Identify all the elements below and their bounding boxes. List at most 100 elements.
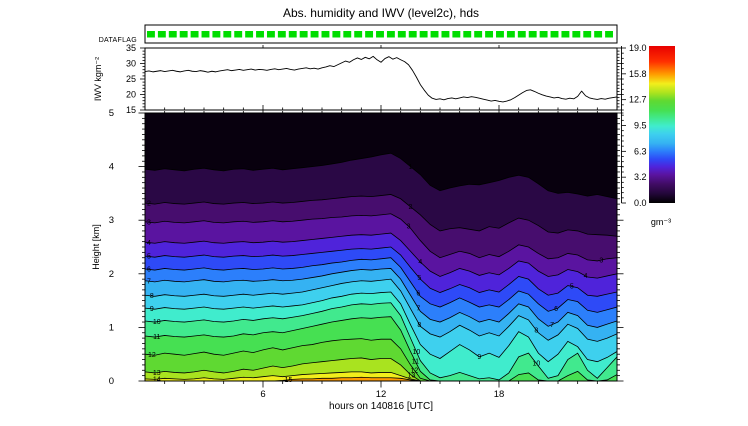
height-y-tick-label: 5 [109, 108, 114, 119]
contour-isoline-7 [145, 268, 617, 328]
colorbar-tick-label: 19.0 [629, 43, 647, 53]
iwv-series-line [144, 55, 618, 103]
contour-level-label: 3 [147, 219, 151, 226]
dataflag-mark [496, 31, 504, 38]
height-y-axis-label: Height [km] [91, 224, 101, 270]
contour-fill-bands [145, 113, 617, 381]
contour-level-label: 5 [147, 254, 151, 261]
contour-level-label: 9 [150, 306, 154, 313]
colorbar-tick-label: 9.5 [634, 121, 647, 131]
contour-isoline-14 [145, 371, 421, 381]
dataflag-mark [190, 31, 199, 38]
dataflag-mark [430, 31, 439, 38]
contour-isoline-9 [145, 291, 617, 363]
dataflag-mark [397, 31, 406, 38]
contour-isoline-10 [145, 302, 617, 381]
contour-isoline-3 [145, 213, 617, 262]
dataflag-mark [539, 31, 548, 38]
x-axis-label: hours on 140816 [UTC] [329, 401, 433, 412]
contour-level-label: 2 [409, 204, 413, 211]
dataflag-mark [376, 31, 384, 38]
contour-band-15 [145, 377, 617, 381]
contour-band-14 [145, 371, 617, 381]
dataflag-mark [201, 31, 210, 38]
contour-level-label: 4 [584, 273, 588, 280]
contour-level-label: 13 [408, 372, 416, 379]
dataflag-mark [572, 31, 581, 38]
iwv-y-tick-label: 30 [126, 59, 136, 69]
dataflag-mark [485, 31, 494, 38]
contour-isoline-6 [145, 257, 617, 313]
contour-level-label: 12 [148, 352, 156, 359]
x-tick-label: 18 [494, 389, 505, 400]
colorbar-tick-label: 0.0 [634, 198, 647, 208]
contour-level-label: 10 [153, 319, 161, 326]
dataflag-mark [594, 31, 603, 38]
dataflag-mark [441, 31, 450, 38]
dataflag-mark [147, 31, 155, 38]
contour-level-label: 3 [599, 257, 603, 264]
height-y-tick-label: 4 [109, 162, 114, 173]
dataflag-mark [245, 31, 254, 38]
contour-level-label: 14 [153, 376, 161, 383]
contour-isoline-15 [272, 376, 421, 381]
contour-isoline-13 [145, 357, 421, 381]
dataflag-mark [474, 31, 483, 38]
dataflag-mark [550, 31, 559, 38]
contour-level-label: 10 [532, 361, 540, 368]
dataflag-mark [419, 31, 428, 38]
dataflag-mark [408, 31, 417, 38]
dataflag-mark [179, 31, 188, 38]
contour-level-label: 7 [416, 305, 420, 312]
contour-level-label: 2 [147, 201, 151, 208]
contour-level-label: 8 [150, 293, 154, 300]
dataflag-mark [561, 31, 570, 38]
height-y-tick-label: 3 [109, 215, 114, 226]
contour-level-label: 7 [147, 278, 151, 285]
x-tick-label: 6 [260, 389, 265, 400]
contour-level-label: 13 [153, 370, 161, 377]
dataflag-mark [277, 31, 286, 38]
contour-isoline-4 [145, 232, 617, 279]
dataflag-mark [234, 31, 243, 38]
colorbar-gradient-bar [649, 46, 675, 203]
dataflag-mark [583, 31, 592, 38]
dataflag-mark [223, 31, 232, 38]
dataflag-mark [386, 31, 395, 38]
contour-level-label: 12 [411, 367, 419, 374]
dataflag-mark [332, 31, 341, 38]
dataflag-mark [299, 31, 308, 38]
dataflag-mark [343, 31, 352, 38]
contour-isoline-1 [145, 152, 617, 200]
dataflag-mark [365, 31, 374, 38]
dataflag-box [144, 24, 618, 44]
colorbar-tick-label: 15.8 [629, 69, 647, 79]
dataflag-mark [288, 31, 297, 38]
contour-level-label: 4 [418, 259, 422, 266]
contour-level-label: 8 [534, 327, 538, 334]
contour-level-label: 5 [417, 275, 421, 282]
dataflag-mark [354, 31, 363, 38]
colorbar-tick-label: 3.2 [634, 172, 647, 182]
contour-level-label: 1 [409, 164, 413, 171]
dataflag-mark [517, 31, 526, 38]
dataflag-mark [212, 31, 221, 38]
height-y-tick-label: 1 [109, 322, 114, 333]
dataflag-mark [168, 31, 177, 38]
dataflag-mark [266, 31, 275, 38]
iwv-y-tick-label: 25 [126, 74, 136, 84]
iwv-plot-box [144, 47, 618, 111]
contour-isoline-2 [145, 194, 617, 237]
colorbar-unit-label: gm⁻³ [651, 217, 671, 227]
dataflag-mark [321, 31, 330, 38]
dataflag-mark [157, 31, 166, 38]
dataflag-mark [506, 31, 515, 38]
contour-level-label: 10 [413, 349, 421, 356]
colorbar: 19.0 15.8 12.7 9.5 6.3 3.2 0.0 [621, 43, 675, 208]
contour-level-label: 11 [412, 359, 419, 366]
contour-band-13 [145, 357, 617, 381]
contour-level-label: 6 [554, 306, 558, 313]
